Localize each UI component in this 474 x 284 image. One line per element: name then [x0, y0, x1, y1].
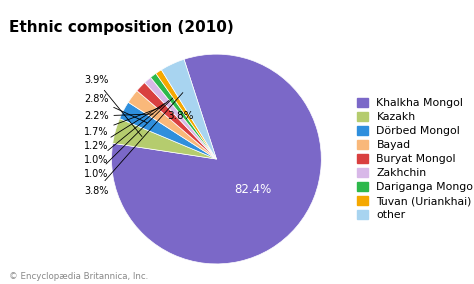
Wedge shape: [113, 119, 217, 159]
Text: 1.0%: 1.0%: [84, 98, 173, 179]
Text: 1.7%: 1.7%: [84, 108, 159, 137]
Text: 1.2%: 1.2%: [84, 104, 164, 151]
Wedge shape: [137, 83, 217, 159]
Wedge shape: [156, 70, 217, 159]
Wedge shape: [145, 78, 217, 159]
Text: 2.8%: 2.8%: [84, 94, 147, 123]
Wedge shape: [111, 54, 321, 264]
Wedge shape: [119, 102, 217, 159]
Text: © Encyclopædia Britannica, Inc.: © Encyclopædia Britannica, Inc.: [9, 272, 149, 281]
Wedge shape: [128, 91, 217, 159]
Text: 3.8%: 3.8%: [168, 111, 194, 121]
Text: 3.9%: 3.9%: [84, 75, 142, 137]
Text: 3.8%: 3.8%: [84, 93, 183, 195]
Text: Ethnic composition (2010): Ethnic composition (2010): [9, 20, 234, 35]
Wedge shape: [161, 59, 217, 159]
Legend: Khalkha Mongol, Kazakh, Dörbed Mongol, Bayad, Buryat Mongol, Zakhchin, Dariganga: Khalkha Mongol, Kazakh, Dörbed Mongol, B…: [357, 98, 474, 220]
Text: 1.0%: 1.0%: [84, 101, 169, 165]
Wedge shape: [151, 74, 217, 159]
Text: 2.2%: 2.2%: [84, 111, 153, 121]
Text: 82.4%: 82.4%: [234, 183, 271, 196]
